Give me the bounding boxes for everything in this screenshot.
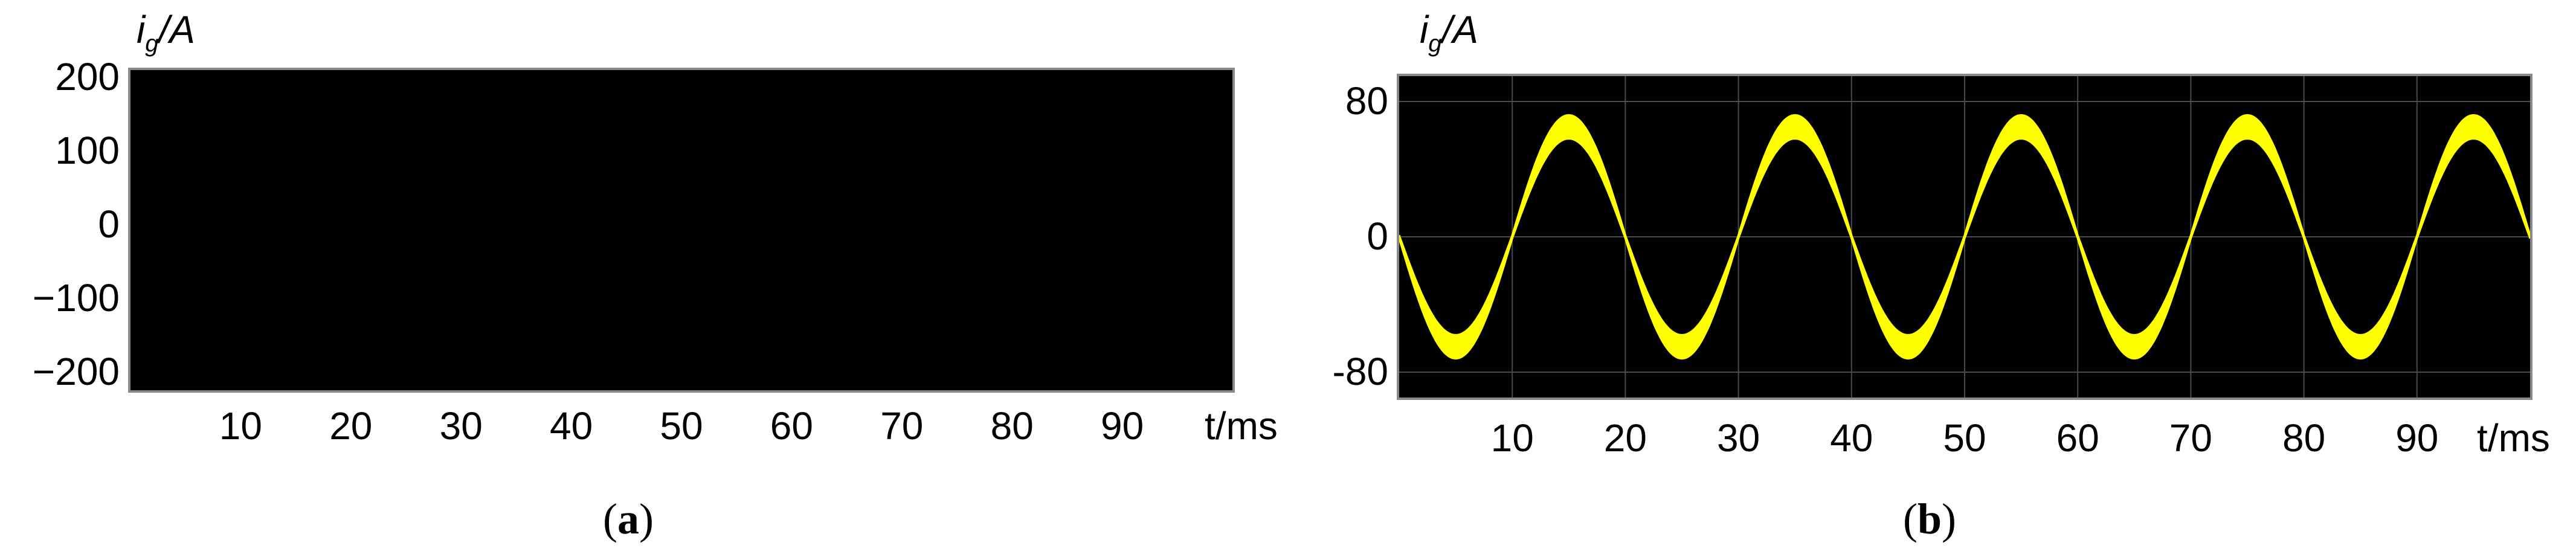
y-axis-unit: /A [1441, 8, 1478, 51]
plot-area [1397, 74, 2533, 400]
y-axis-symbol: i [1420, 8, 1429, 51]
panel-caption: (b) [1903, 495, 1957, 543]
y-tick-label: −200 [32, 349, 120, 393]
x-axis-title: t/ms [1205, 404, 1278, 448]
x-tick-label: 10 [219, 404, 262, 448]
x-tick-label: 90 [1101, 404, 1144, 448]
x-tick-label: 80 [2282, 416, 2326, 460]
plot-area [128, 68, 1235, 393]
x-tick-label: 70 [880, 404, 924, 448]
x-tick-label: 30 [1717, 416, 1760, 460]
waveform-plot [130, 70, 1232, 390]
x-tick-label: 20 [329, 404, 373, 448]
x-tick-label: 50 [1943, 416, 1986, 460]
series-line [1399, 114, 2530, 360]
x-axis-title: t/ms [2477, 416, 2550, 460]
panel-caption: (a) [603, 495, 654, 543]
y-axis-subscript: g [145, 30, 159, 57]
x-tick-label: 60 [2056, 416, 2099, 460]
x-tick-label: 70 [2169, 416, 2212, 460]
y-axis-title: ig/A [137, 7, 195, 57]
y-axis-symbol: i [137, 8, 146, 51]
y-axis-unit: /A [158, 8, 195, 51]
chart-panel-b: ig/A 80 0 -80 10 20 30 40 50 60 70 80 90 t/ms (b) [1333, 0, 2576, 557]
x-tick-label: 20 [1603, 416, 1647, 460]
chart-panel-a: ig/A 200 100 0 −100 −200 10 20 30 40 50 60 70 80 90 … [32, 7, 1278, 543]
x-tick-label: 10 [1490, 416, 1534, 460]
y-axis-subscript: g [1428, 30, 1442, 57]
x-tick-label: 50 [660, 404, 703, 448]
x-tick-label: 60 [770, 404, 813, 448]
panel-caption-letter: b [1917, 495, 1942, 543]
y-axis-title: ig/A [1420, 7, 1478, 57]
x-tick-label: 80 [990, 404, 1034, 448]
x-tick-label: 30 [439, 404, 483, 448]
y-tick-label: −100 [32, 275, 120, 320]
y-tick-label: -80 [1332, 350, 1389, 393]
y-tick-label: 80 [1345, 79, 1388, 123]
y-tick-label: 200 [55, 55, 120, 99]
panel-caption-letter: a [617, 495, 639, 543]
x-tick-label: 90 [2395, 416, 2439, 460]
y-tick-label: 100 [55, 129, 120, 173]
y-tick-label: 0 [98, 202, 120, 246]
x-tick-label: 40 [1830, 416, 1873, 460]
waveform-plot [1399, 76, 2530, 398]
y-tick-label: 0 [1367, 214, 1388, 258]
x-tick-label: 40 [550, 404, 593, 448]
